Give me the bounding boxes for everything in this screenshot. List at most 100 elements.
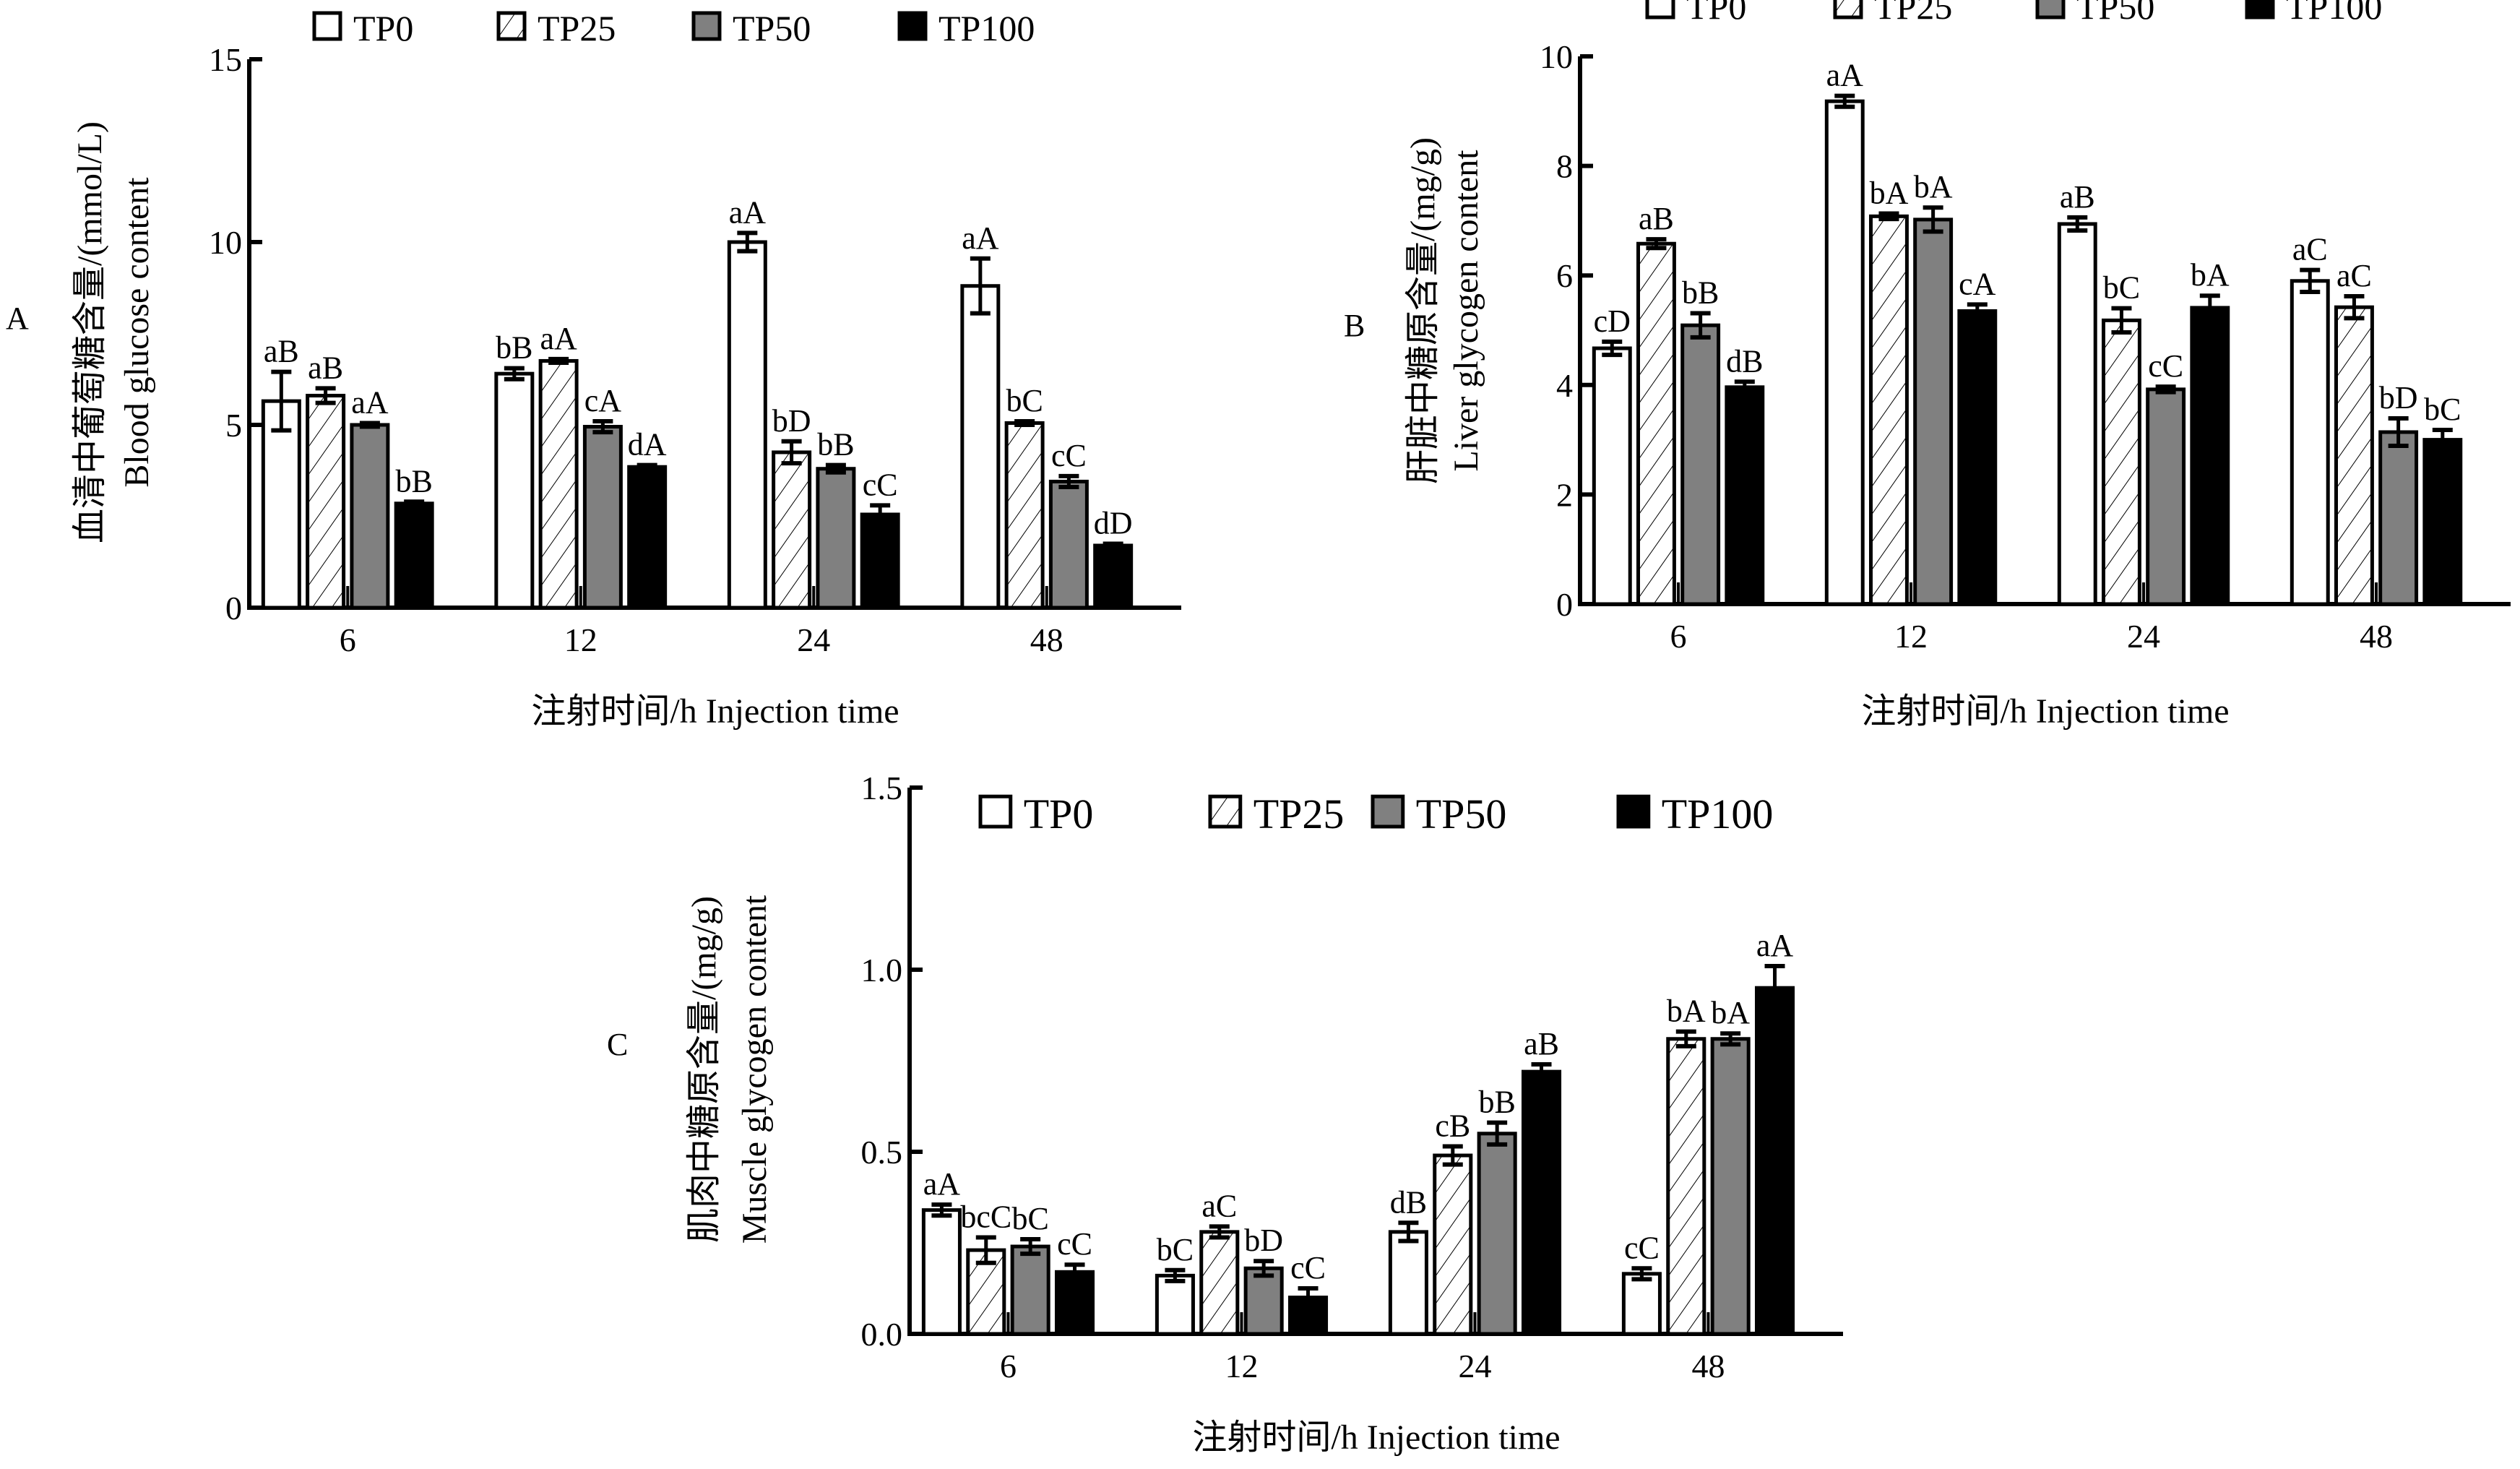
panel-a-sig-label: bB [817,427,854,462]
panel-b-sig-label: bC [2424,392,2461,427]
panel-c-sig-label: bD [1244,1223,1283,1258]
panel-a-y-axis-title-en: Blood glucose content [118,177,156,488]
panel-a-x-tick-label: 24 [797,621,830,658]
panel-c-sig-label: dB [1390,1184,1427,1220]
panel-a-sig-label: aA [351,384,389,420]
panel-a-y-axis-title-cn: 血清中葡萄糖含量/(mmol/L) [71,121,109,543]
panel-a-sig-label: aB [264,334,299,369]
panel-b-sig-label: cD [1594,303,1631,339]
panel-b-sig-label: aC [2336,258,2372,293]
panel-c-y-tick-label: 0.5 [861,1134,903,1171]
panel-c-bar-tp50 [1243,1266,1284,1336]
panel-c-sig-label: cC [1290,1250,1326,1285]
panel-c-sig-label: bB [1478,1085,1515,1120]
panel-a-sig-label: dA [628,427,667,462]
panel-a-y-tick-label: 15 [209,41,242,78]
panel-c-bar-tp50 [1477,1132,1517,1336]
panel-c-bar-tp100 [1054,1270,1095,1336]
panel-c-legend-label: TP25 [1253,790,1345,837]
panel-c-sig-label: bC [1157,1232,1194,1267]
panel-a-sig-label: cC [863,467,898,502]
panel-c-sig-label: aC [1201,1188,1237,1223]
panel-b-bar-tp100 [1725,385,1765,606]
panel-c-sig-label: bcC [960,1199,1011,1234]
panel-c-sig-label: aB [1524,1026,1559,1061]
panel-b-x-tick-label: 12 [1894,618,1928,655]
panel-a-letter: A [6,301,29,336]
panel-c-y-tick-label: 1.5 [861,770,903,806]
panel-c-x-axis-title: 注射时间/h Injection time [1192,1418,1560,1457]
panel-b-sig-label: aC [2292,232,2328,267]
panel-a-legend-swatch-tp100 [897,11,928,41]
panel-a-sig-label: aA [540,321,577,356]
panel-b-legend-label: TP50 [2076,0,2154,27]
panel-a-sig-label: bD [772,403,811,439]
panel-b-bar-tp25 [2102,318,2141,606]
panel-b-sig-label: bD [2379,380,2418,415]
panel-a-sig-label: bB [395,463,432,499]
panel-c-legend-swatch-tp25 [1208,794,1243,829]
panel-b-sig-label: bA [2191,257,2230,293]
panel-a-bar-tp0 [960,284,1001,610]
panel-c-bar-tp50 [1710,1037,1751,1336]
panel-c-legend-label: TP0 [1024,790,1094,837]
panel-c-sig-label: bA [1667,994,1706,1029]
panel-b-bar-tp50 [2146,387,2186,606]
panel-a-bar-tp100 [860,512,900,610]
panel-a-bar-tp100 [627,465,668,610]
panel-c-bar-tp100 [1754,986,1795,1336]
panel-a-bar-tp100 [394,501,434,610]
panel-c-x-tick-label: 24 [1458,1348,1491,1384]
panel-b-bar-tp0 [1824,99,1865,606]
panel-b-bar-tp25 [2334,305,2374,606]
panel-b-sig-label: bC [2103,270,2140,306]
panel-c-sig-label: cB [1435,1108,1470,1143]
panel-b-sig-label: bA [1870,176,1909,211]
panel-c-bar-tp100 [1521,1069,1562,1336]
panel-b-sig-label: bB [1682,275,1719,311]
panel-b-sig-label: cA [1959,266,1996,301]
panel-c-sig-label: cC [1057,1226,1092,1262]
panel-c-bar-tp50 [1010,1244,1050,1336]
panel-c-sig-label: aA [1756,928,1794,963]
panel-a-bar-tp50 [1048,479,1089,610]
panel-b-letter: B [1344,308,1365,343]
panel-c-bar-tp0 [1155,1273,1195,1336]
panel-a-bar-tp50 [350,423,390,610]
panel-a-bar-tp0 [727,240,767,610]
panel-b-bar-tp0 [1592,346,1632,606]
panel-b-y-tick-label: 0 [1556,586,1573,623]
panel-a-bar-tp25 [1004,421,1045,610]
panel-b-bar-tp100 [2422,438,2463,606]
panel-c-y-tick-label: 0.0 [861,1316,903,1353]
panel-c-legend-swatch-tp0 [978,794,1013,829]
panel-b-y-tick-label: 10 [1540,38,1573,75]
panel-a-legend-swatch-tp50 [691,11,722,41]
panel-a-sig-label: cA [584,383,622,418]
panel-c-bar-tp25 [1199,1230,1240,1336]
panel-c-sig-label: bC [1011,1201,1048,1236]
panel-b-bar-tp0 [2290,279,2330,606]
panel-b-bar-tp100 [1957,309,1998,606]
panel-a-sig-label: bC [1006,383,1043,418]
panel-a-y-tick-label: 10 [209,224,242,261]
panel-a-legend-swatch-tp25 [496,11,527,41]
panel-b-sig-label: dB [1726,343,1763,379]
panel-c-legend-label: TP100 [1662,790,1774,837]
panel-c-x-tick-label: 6 [1000,1348,1017,1384]
panel-a-y-tick-label: 0 [225,590,242,626]
panel-b-x-axis-title: 注射时间/h Injection time [1861,692,2229,731]
panel-b-x-tick-label: 6 [1670,618,1687,655]
panel-b-bar-tp50 [1680,323,1721,606]
panel-a-sig-label: bB [496,330,532,366]
panel-b-bar-tp50 [2378,430,2419,606]
panel-b-legend-label: TP25 [1874,0,1952,27]
panel-c-bar-tp0 [921,1208,962,1336]
panel-b-sig-label: aB [1639,201,1674,236]
panel-c-y-axis-title-en: Muscle glycogen content [735,895,774,1244]
panel-b-legend-label: TP0 [1686,0,1746,27]
panel-a-x-tick-label: 6 [340,621,356,658]
panel-c-legend-swatch-tp100 [1616,794,1651,829]
panel-b-bar-tp50 [1913,217,1954,606]
panel-b-y-axis-title-cn: 肝脏中糖原含量/(mg/g) [1404,137,1442,484]
